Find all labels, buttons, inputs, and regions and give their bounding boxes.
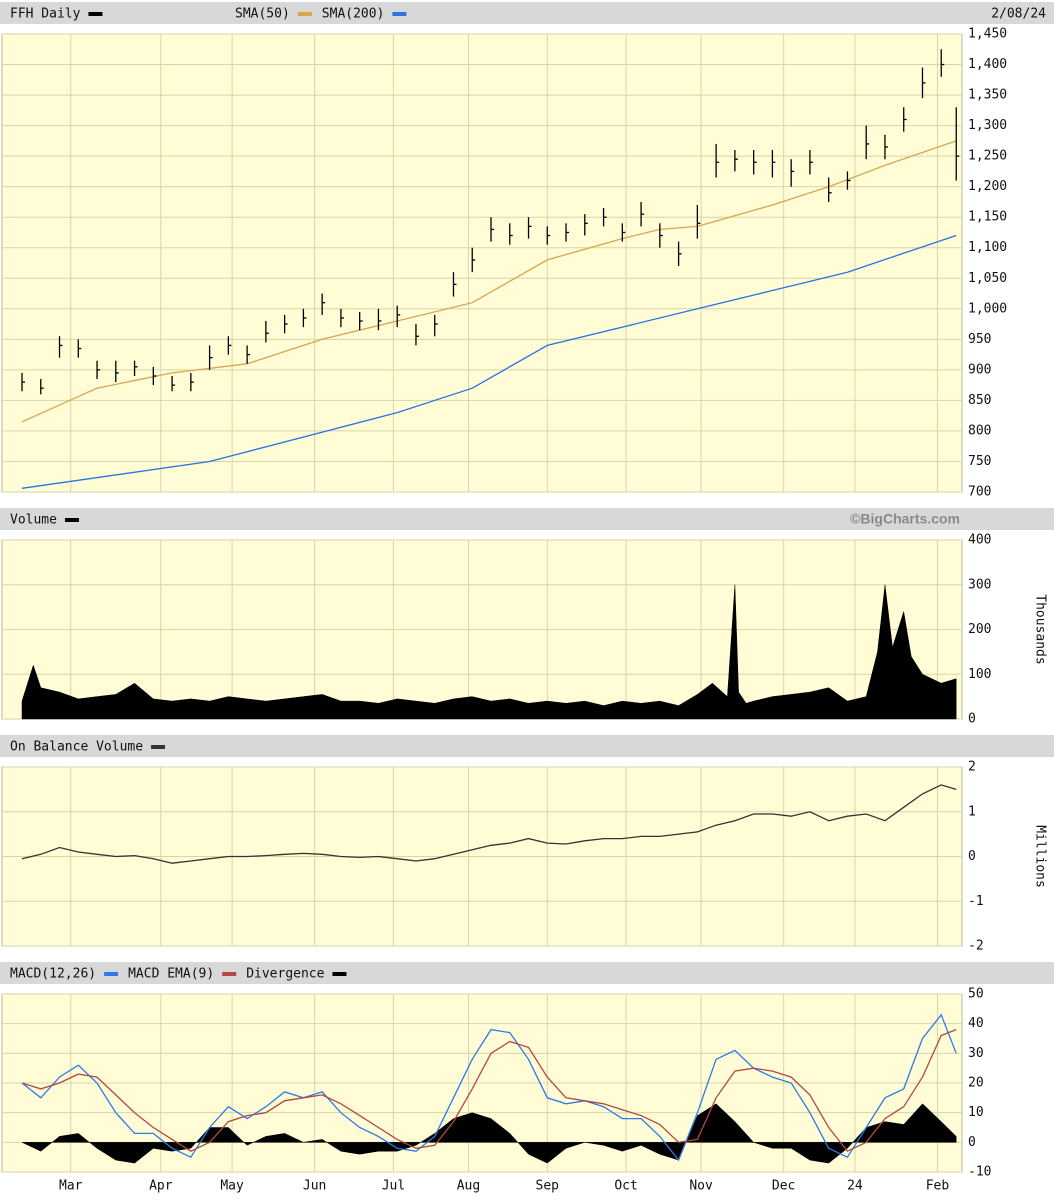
legend-label: Volume [10,513,57,528]
axis-title: Thousands [1033,594,1048,664]
credit: ©BigCharts.com [850,511,960,527]
legend-swatch [88,12,103,16]
y-tick-label: 2 [968,760,976,775]
legend-swatch [297,12,312,16]
y-tick-label: 200 [968,622,991,637]
panel-title: FFH Daily [10,7,81,22]
line [21,140,957,423]
y-tick-label: 1,350 [968,88,1007,103]
y-tick-label: 30 [968,1046,984,1061]
y-tick-label: 0 [968,849,976,864]
y-tick-label: 800 [968,423,991,438]
panel-header [0,2,1054,24]
date-label: 2/08/24 [991,7,1046,22]
y-tick-label: 850 [968,393,991,408]
y-tick-label: 1,400 [968,57,1007,72]
y-tick-label: 20 [968,1076,984,1091]
line [21,234,957,489]
legend-label: MACD EMA(9) [128,967,214,982]
y-tick-label: 1,250 [968,149,1007,164]
y-tick-label: 900 [968,362,991,377]
x-tick-label: Jun [303,1179,326,1194]
x-tick-label: May [220,1179,244,1194]
axis-title: Millions [1033,825,1048,888]
y-tick-label: 1,000 [968,301,1007,316]
panel-header [0,962,1054,984]
x-tick-label: Oct [614,1179,637,1194]
legend-label: MACD(12,26) [10,967,96,982]
y-tick-label: 0 [968,712,976,727]
y-tick-label: 1,450 [968,27,1007,42]
line [21,784,957,864]
legend-swatch [64,518,79,522]
x-tick-label: Jul [382,1179,405,1194]
legend-label: SMA(200) [322,7,385,22]
y-tick-label: -10 [968,1165,991,1180]
x-tick-label: Sep [536,1179,560,1194]
panel-header [0,735,1054,757]
y-tick-label: 1,050 [968,271,1007,286]
y-tick-label: 700 [968,485,991,500]
y-tick-label: 0 [968,1135,976,1150]
legend-swatch [332,972,347,976]
plot-area [1,33,963,493]
x-tick-label: 24 [847,1179,863,1194]
legend-label: Divergence [246,967,324,982]
y-tick-label: -2 [968,939,984,954]
line [21,1028,957,1153]
legend-swatch [222,972,237,976]
y-tick-label: 1 [968,804,976,819]
y-tick-label: 1,150 [968,210,1007,225]
y-tick-label: -1 [968,894,984,909]
y-tick-label: 300 [968,577,991,592]
x-tick-label: Aug [457,1179,480,1194]
y-tick-label: 1,300 [968,118,1007,133]
legend-swatch [392,12,407,16]
area [21,1103,957,1164]
legend-label: On Balance Volume [10,740,143,755]
legend-swatch [104,972,119,976]
y-tick-label: 1,100 [968,240,1007,255]
legend-label: SMA(50) [235,7,290,22]
y-tick-label: 400 [968,533,991,548]
legend-swatch [151,745,166,749]
y-tick-label: 1,200 [968,179,1007,194]
x-tick-label: Nov [689,1179,713,1194]
area [21,584,957,720]
x-tick-label: Feb [926,1179,950,1194]
y-tick-label: 750 [968,454,991,469]
x-tick-label: Apr [149,1179,173,1194]
y-tick-label: 950 [968,332,991,347]
y-tick-label: 100 [968,667,991,682]
y-tick-label: 10 [968,1105,984,1120]
line [21,1013,957,1162]
panel-header [0,508,1054,530]
x-tick-label: Dec [772,1179,795,1194]
y-tick-label: 40 [968,1016,984,1031]
y-tick-label: 50 [968,987,984,1002]
x-tick-label: Mar [59,1179,83,1194]
